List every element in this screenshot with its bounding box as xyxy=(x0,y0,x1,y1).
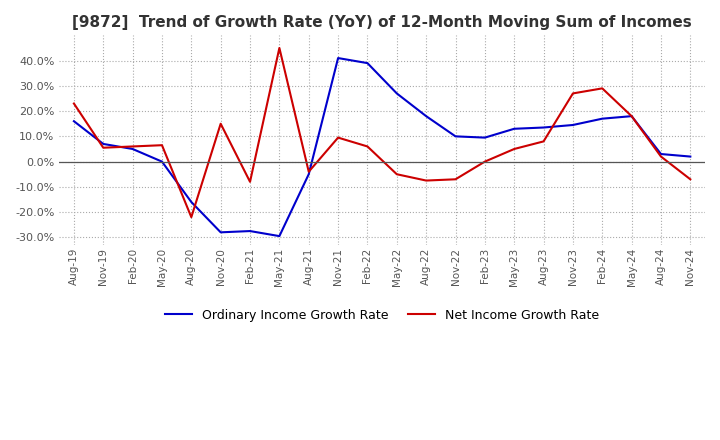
Ordinary Income Growth Rate xyxy=(422,114,431,119)
Ordinary Income Growth Rate xyxy=(275,234,284,239)
Net Income Growth Rate xyxy=(510,147,518,152)
Net Income Growth Rate xyxy=(657,154,665,159)
Net Income Growth Rate xyxy=(99,145,107,150)
Net Income Growth Rate xyxy=(539,139,548,144)
Net Income Growth Rate xyxy=(187,215,196,220)
Ordinary Income Growth Rate xyxy=(392,91,401,96)
Legend: Ordinary Income Growth Rate, Net Income Growth Rate: Ordinary Income Growth Rate, Net Income … xyxy=(160,304,604,327)
Ordinary Income Growth Rate xyxy=(334,55,343,61)
Ordinary Income Growth Rate xyxy=(480,135,489,140)
Line: Ordinary Income Growth Rate: Ordinary Income Growth Rate xyxy=(74,58,690,236)
Net Income Growth Rate xyxy=(275,45,284,51)
Line: Net Income Growth Rate: Net Income Growth Rate xyxy=(74,48,690,217)
Ordinary Income Growth Rate xyxy=(128,147,137,152)
Ordinary Income Growth Rate xyxy=(70,118,78,124)
Ordinary Income Growth Rate xyxy=(158,159,166,164)
Net Income Growth Rate xyxy=(686,176,695,182)
Ordinary Income Growth Rate xyxy=(187,199,196,205)
Net Income Growth Rate xyxy=(363,144,372,149)
Ordinary Income Growth Rate xyxy=(451,134,460,139)
Net Income Growth Rate xyxy=(627,114,636,119)
Ordinary Income Growth Rate xyxy=(510,126,518,132)
Ordinary Income Growth Rate xyxy=(627,114,636,119)
Ordinary Income Growth Rate xyxy=(246,228,254,234)
Ordinary Income Growth Rate xyxy=(539,125,548,130)
Ordinary Income Growth Rate xyxy=(598,116,606,121)
Ordinary Income Growth Rate xyxy=(216,230,225,235)
Net Income Growth Rate xyxy=(246,179,254,184)
Net Income Growth Rate xyxy=(569,91,577,96)
Net Income Growth Rate xyxy=(128,144,137,149)
Net Income Growth Rate xyxy=(598,86,606,91)
Net Income Growth Rate xyxy=(158,143,166,148)
Ordinary Income Growth Rate xyxy=(305,172,313,177)
Net Income Growth Rate xyxy=(305,169,313,174)
Net Income Growth Rate xyxy=(392,172,401,177)
Ordinary Income Growth Rate xyxy=(686,154,695,159)
Ordinary Income Growth Rate xyxy=(657,151,665,157)
Net Income Growth Rate xyxy=(70,101,78,106)
Net Income Growth Rate xyxy=(451,176,460,182)
Ordinary Income Growth Rate xyxy=(99,141,107,147)
Ordinary Income Growth Rate xyxy=(569,122,577,128)
Net Income Growth Rate xyxy=(422,178,431,183)
Net Income Growth Rate xyxy=(334,135,343,140)
Title: [9872]  Trend of Growth Rate (YoY) of 12-Month Moving Sum of Incomes: [9872] Trend of Growth Rate (YoY) of 12-… xyxy=(72,15,692,30)
Net Income Growth Rate xyxy=(216,121,225,126)
Ordinary Income Growth Rate xyxy=(363,60,372,66)
Net Income Growth Rate xyxy=(480,159,489,164)
